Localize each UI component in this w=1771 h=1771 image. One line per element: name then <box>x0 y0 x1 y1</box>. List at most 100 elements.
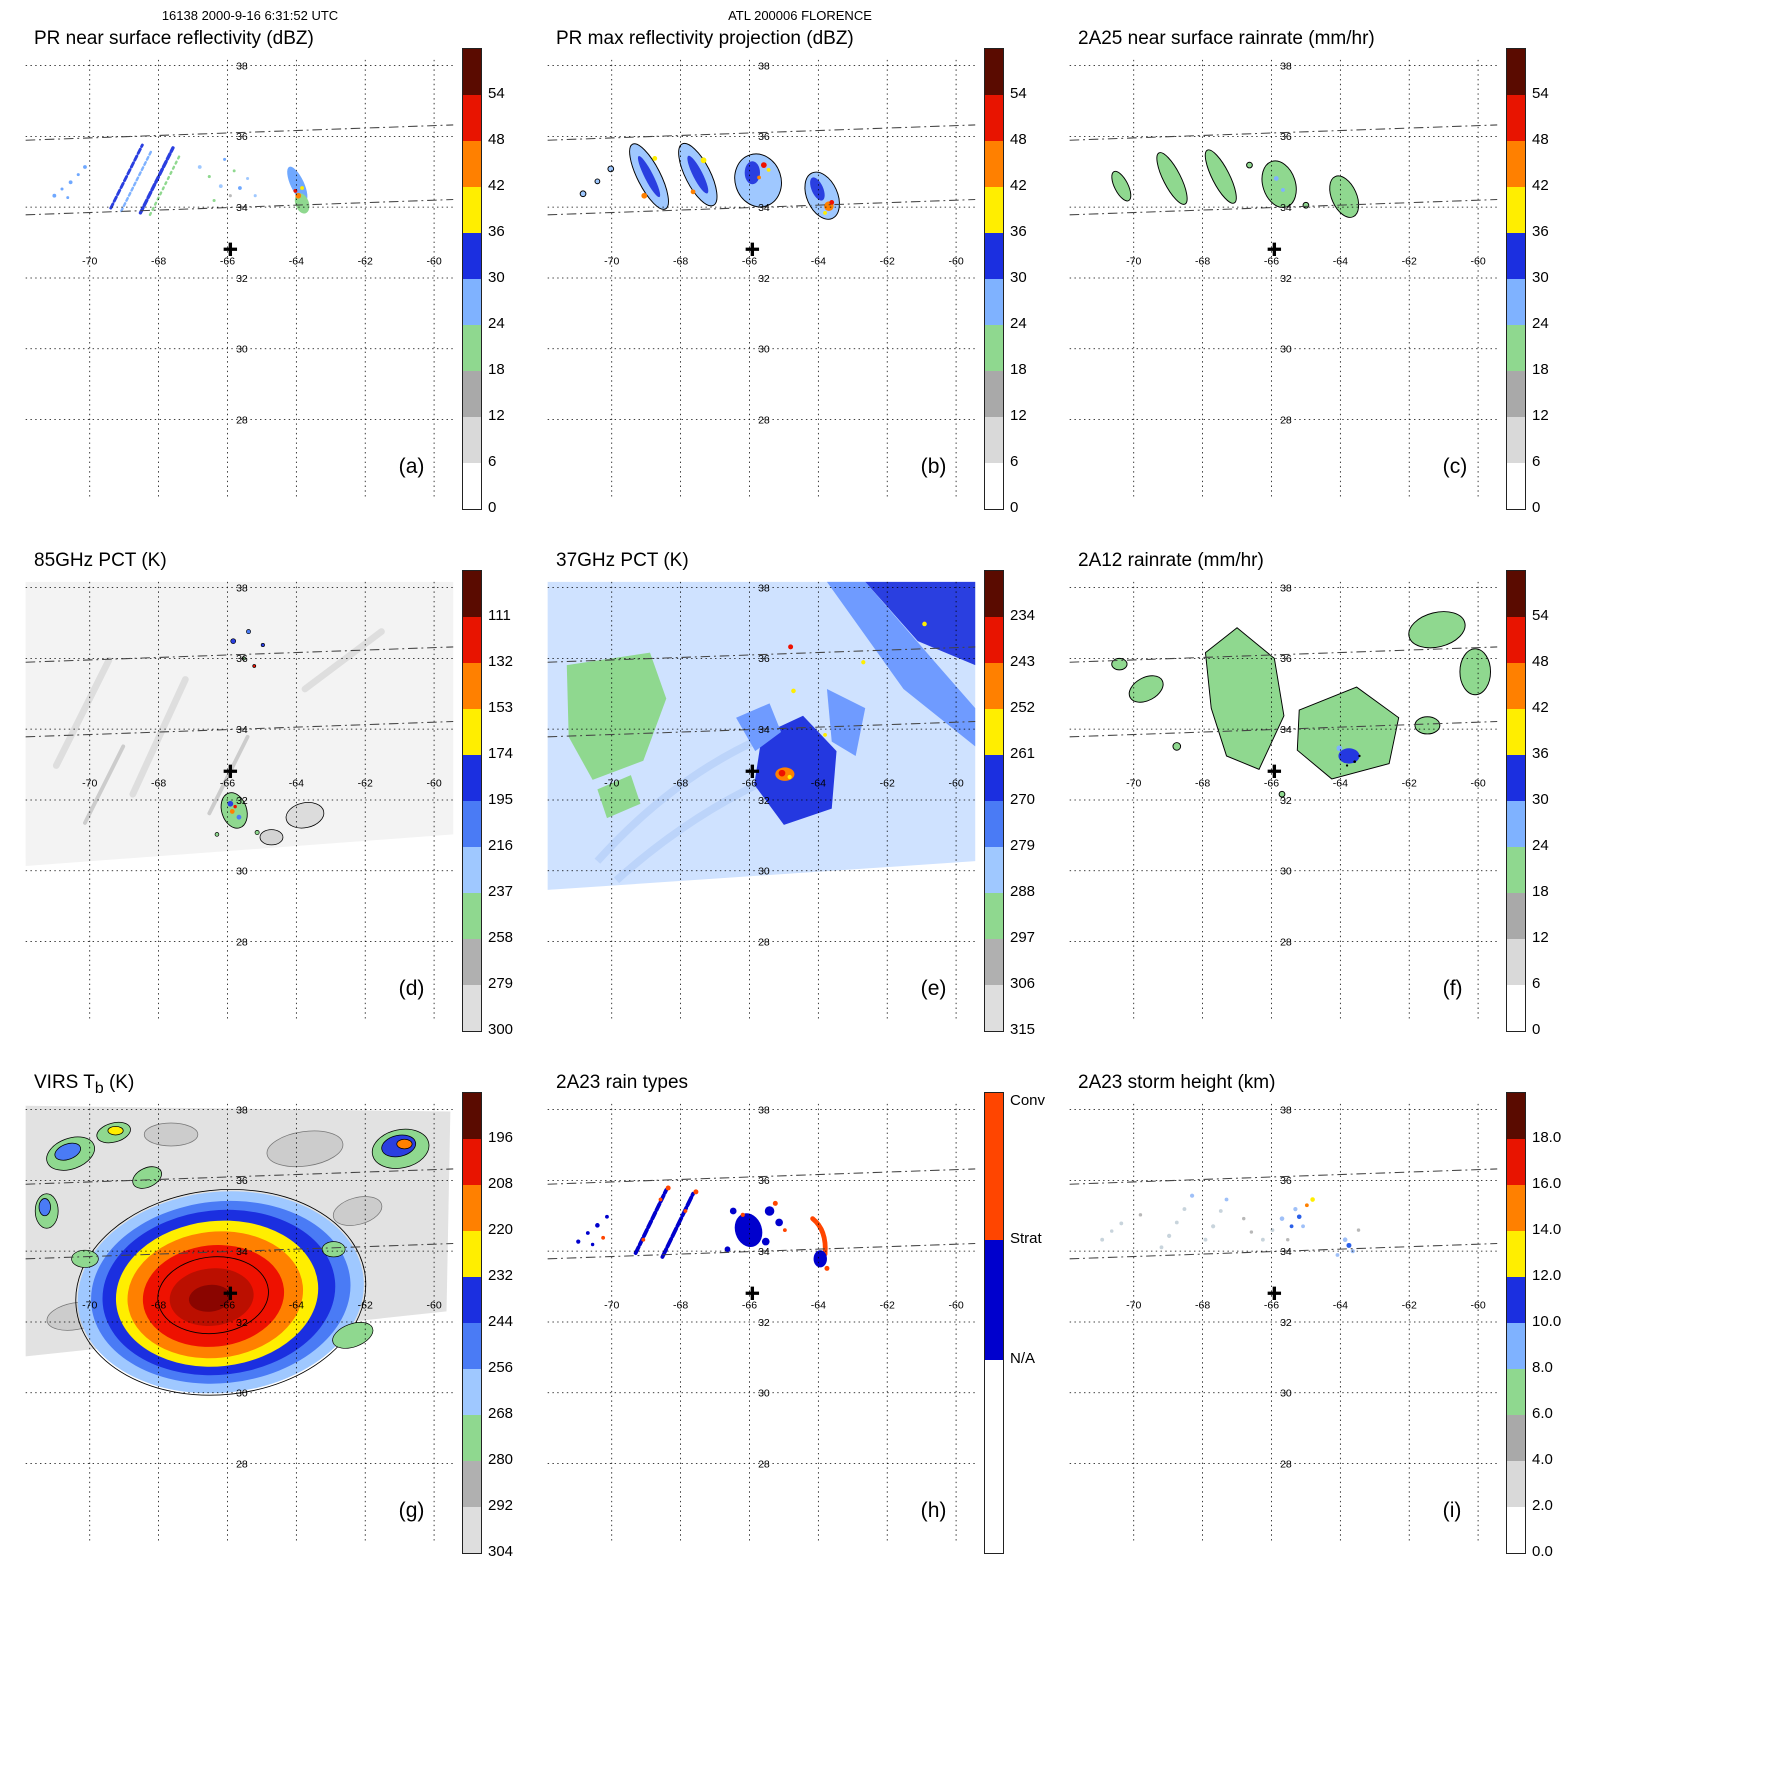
colorbar-rainrate: 54 48 42 36 30 24 18 12 6 0 <box>1506 570 1606 1038</box>
axis-labels: -70 -68 -66 -64 -62 -60 38 36 34 32 30 28 <box>1126 582 1486 948</box>
svg-text:32: 32 <box>1280 1317 1292 1329</box>
svg-text:38: 38 <box>758 1104 770 1116</box>
svg-text:30: 30 <box>758 866 770 878</box>
svg-text:-62: -62 <box>358 1300 373 1312</box>
svg-text:-70: -70 <box>1126 256 1141 268</box>
map-h: -70 -68 -66 -64 -62 -60 38 36 34 32 30 28 (h) <box>547 1103 976 1541</box>
panel-letter: (c) <box>1443 455 1468 478</box>
svg-text:-62: -62 <box>1402 256 1417 268</box>
svg-text:34: 34 <box>758 1246 770 1258</box>
panel-title: 37GHz PCT (K) <box>556 550 689 571</box>
svg-text:-66: -66 <box>220 778 235 790</box>
svg-text:28: 28 <box>236 936 248 948</box>
panel-h: 2A23 rain types <box>532 1070 1052 1592</box>
svg-text:32: 32 <box>1280 795 1292 807</box>
svg-text:-66: -66 <box>742 1300 757 1312</box>
panel-g: VIRS Tb (K) <box>10 1070 530 1592</box>
colorbar-dbz: 54 48 42 36 30 24 18 12 6 0 <box>1506 48 1606 516</box>
svg-text:28: 28 <box>1280 1458 1292 1470</box>
colorbar-raintype: Conv Strat N/A <box>984 1092 1084 1554</box>
svg-text:-62: -62 <box>880 256 895 268</box>
panel-title: 85GHz PCT (K) <box>34 550 167 571</box>
svg-text:36: 36 <box>236 131 248 143</box>
svg-text:-68: -68 <box>151 256 166 268</box>
swath-g <box>25 1105 451 1396</box>
svg-text:30: 30 <box>236 344 248 356</box>
panel-letter: (a) <box>399 455 425 478</box>
svg-text:34: 34 <box>758 724 770 736</box>
svg-text:-68: -68 <box>1195 1300 1210 1312</box>
swath-d <box>25 581 454 866</box>
storm-center-marker <box>223 764 238 778</box>
storm-name-header: ATL 200006 FLORENCE <box>728 8 872 23</box>
svg-text:-62: -62 <box>1402 1300 1417 1312</box>
svg-text:32: 32 <box>236 273 248 285</box>
storm-center-marker <box>1267 764 1282 778</box>
svg-text:-66: -66 <box>220 256 235 268</box>
swath-h <box>576 1185 830 1271</box>
svg-text:32: 32 <box>1280 273 1292 285</box>
svg-text:-70: -70 <box>604 778 619 790</box>
svg-text:36: 36 <box>1280 653 1292 665</box>
svg-text:-70: -70 <box>82 1300 97 1312</box>
svg-text:-68: -68 <box>673 1300 688 1312</box>
colorbar-pct85: 111 132 153 174 195 216 237 258 279 300 <box>462 570 562 1038</box>
svg-text:32: 32 <box>758 1317 770 1329</box>
colorbar-virs: 196 208 220 232 244 256 268 280 292 304 <box>462 1092 562 1560</box>
svg-text:30: 30 <box>1280 344 1292 356</box>
svg-text:32: 32 <box>236 1317 248 1329</box>
storm-center-marker <box>745 764 760 778</box>
panel-title: 2A23 rain types <box>556 1072 689 1093</box>
panel-d: 85GHz PCT (K) <box>10 548 530 1070</box>
svg-text:-68: -68 <box>151 1300 166 1312</box>
svg-text:36: 36 <box>758 1175 770 1187</box>
map-b: -70 -68 -66 -64 -62 -60 38 36 34 32 30 28 (b) <box>547 59 976 497</box>
svg-text:32: 32 <box>758 273 770 285</box>
svg-text:-60: -60 <box>1470 1300 1485 1312</box>
grid-lines <box>1069 1103 1498 1541</box>
svg-text:-62: -62 <box>880 778 895 790</box>
grid-lines <box>547 1103 976 1541</box>
svg-text:34: 34 <box>1280 202 1292 214</box>
storm-center-marker <box>223 242 238 256</box>
swath-b <box>579 142 840 220</box>
svg-text:-60: -60 <box>948 256 963 268</box>
svg-text:36: 36 <box>236 653 248 665</box>
svg-text:-60: -60 <box>426 778 441 790</box>
colorbar-dbz: 54 48 42 36 30 24 18 12 6 0 <box>462 48 562 516</box>
svg-text:28: 28 <box>758 414 770 426</box>
svg-text:28: 28 <box>1280 414 1292 426</box>
panel-c: 2A25 near surface rainrate (mm/hr) -70 -6… <box>1054 26 1574 548</box>
map-d: -70 -68 -66 -64 -62 -60 38 36 34 32 30 28 (d) <box>25 581 454 1019</box>
svg-text:32: 32 <box>236 795 248 807</box>
swath-i <box>1100 1193 1361 1257</box>
storm-center-marker <box>745 1286 760 1300</box>
svg-text:30: 30 <box>758 344 770 356</box>
svg-text:-68: -68 <box>1195 256 1210 268</box>
svg-text:-66: -66 <box>220 1300 235 1312</box>
svg-text:-68: -68 <box>1195 778 1210 790</box>
svg-text:30: 30 <box>1280 866 1292 878</box>
svg-text:-62: -62 <box>358 256 373 268</box>
svg-text:28: 28 <box>236 414 248 426</box>
panel-title: 2A25 near surface rainrate (mm/hr) <box>1078 28 1375 49</box>
svg-text:34: 34 <box>1280 1246 1292 1258</box>
svg-text:38: 38 <box>758 60 770 72</box>
svg-text:-64: -64 <box>1333 1300 1348 1312</box>
grid-lines <box>1069 59 1498 497</box>
svg-text:34: 34 <box>236 1246 248 1258</box>
axis-labels: -70 -68 -66 -64 -62 -60 38 36 34 32 30 28 <box>82 1104 442 1470</box>
svg-text:-64: -64 <box>289 778 304 790</box>
svg-text:38: 38 <box>1280 60 1292 72</box>
axis-labels: -70 -68 -66 -64 -62 -60 38 36 34 32 30 28 <box>1126 60 1486 426</box>
grid-lines <box>1069 581 1498 1019</box>
panel-letter: (i) <box>1443 1499 1462 1522</box>
panel-title: 2A12 rainrate (mm/hr) <box>1078 550 1264 571</box>
svg-text:-64: -64 <box>811 1300 826 1312</box>
svg-text:-60: -60 <box>1470 256 1485 268</box>
svg-text:-62: -62 <box>358 778 373 790</box>
storm-center-marker <box>745 242 760 256</box>
svg-text:34: 34 <box>758 202 770 214</box>
grid-lines <box>547 59 976 497</box>
